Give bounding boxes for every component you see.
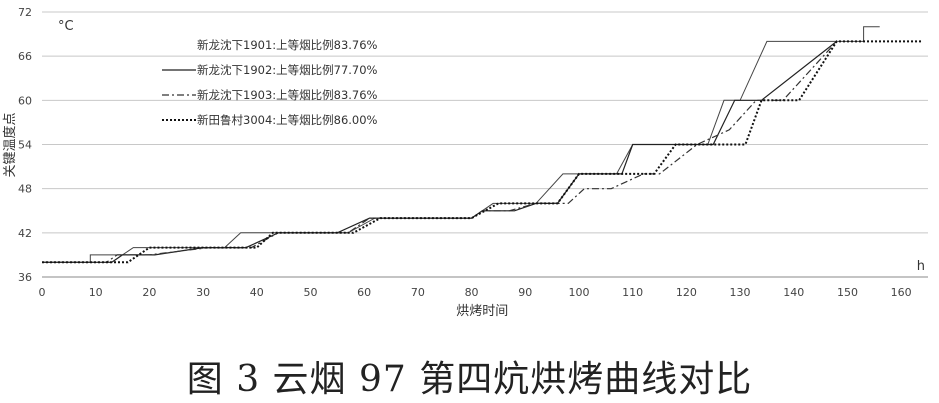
series-line-2 bbox=[42, 40, 838, 263]
y-axis-title: 关键温度点 bbox=[2, 112, 18, 177]
x-tick-label: 60 bbox=[357, 286, 371, 299]
y-tick-label: 72 bbox=[18, 6, 32, 19]
y-tick-label: 60 bbox=[18, 94, 32, 107]
x-tick-label: 40 bbox=[250, 286, 264, 299]
x-tick-label: 90 bbox=[518, 286, 532, 299]
x-axis-title: 烘烤时间 bbox=[456, 304, 508, 319]
figure-caption: 图 3 云烟 97 第四炕烘烤曲线对比 bbox=[186, 359, 753, 400]
x-tick-label: 30 bbox=[196, 286, 210, 299]
x-unit-label: h bbox=[917, 259, 925, 274]
x-tick-label: 130 bbox=[730, 286, 751, 299]
series-line-3 bbox=[42, 40, 838, 263]
x-tick-label: 150 bbox=[837, 286, 858, 299]
y-tick-label: 48 bbox=[18, 183, 32, 196]
x-tick-label: 80 bbox=[465, 286, 479, 299]
series-line-4 bbox=[42, 40, 923, 264]
legend-entry-2: 新龙沈下1902:上等烟比例77.70% bbox=[197, 63, 378, 77]
x-tick-label: 110 bbox=[622, 286, 643, 299]
legend-entry-1: 新龙沈下1901:上等烟比例83.76% bbox=[197, 38, 378, 52]
legend-entry-3: 新龙沈下1903:上等烟比例83.76% bbox=[197, 88, 378, 102]
line-chart: 36 42 48 54 60 66 72 0 10 20 30 40 50 60 70 80 90 100 110 1… bbox=[2, 6, 928, 319]
x-tick-label: 120 bbox=[676, 286, 697, 299]
x-tick-label: 140 bbox=[783, 286, 804, 299]
x-tick-label: 100 bbox=[568, 286, 589, 299]
y-tick-label: 66 bbox=[18, 50, 32, 63]
x-tick-label: 50 bbox=[303, 286, 317, 299]
x-tick-label: 10 bbox=[89, 286, 103, 299]
y-tick-label: 54 bbox=[18, 139, 32, 152]
x-tick-label: 0 bbox=[39, 286, 46, 299]
y-unit-label: °C bbox=[58, 19, 74, 34]
legend-entry-4: 新田鲁村3004:上等烟比例86.00% bbox=[197, 113, 378, 127]
y-tick-label: 36 bbox=[18, 271, 32, 284]
y-tick-label: 42 bbox=[18, 227, 32, 240]
x-tick-label: 160 bbox=[891, 286, 912, 299]
x-tick-label: 20 bbox=[142, 286, 156, 299]
x-tick-label: 70 bbox=[411, 286, 425, 299]
